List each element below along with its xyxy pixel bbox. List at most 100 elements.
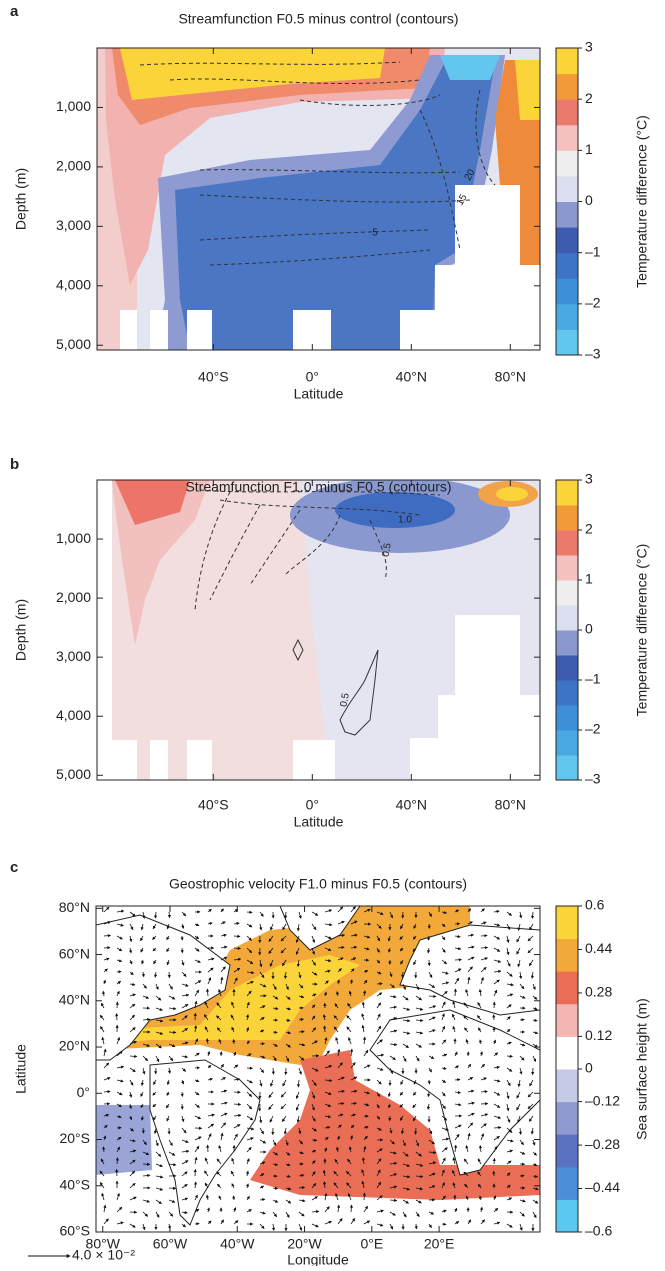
velocity-arrow bbox=[364, 1193, 365, 1200]
colorbar-tick-label: –2 bbox=[585, 295, 601, 311]
colorbar-band bbox=[556, 329, 578, 355]
x-axis-label: Latitude bbox=[294, 814, 344, 830]
x-axis-label: Longitude bbox=[287, 1252, 349, 1266]
colorbar-band bbox=[556, 99, 578, 125]
y-tick-label: 3,000 bbox=[56, 648, 91, 664]
y-tick-label: 4,000 bbox=[56, 276, 91, 292]
colorbar-tick-label: –1 bbox=[585, 671, 601, 687]
topography bbox=[120, 310, 137, 350]
y-tick-label: 3,000 bbox=[56, 217, 91, 233]
colorbar-tick-label: 1 bbox=[585, 571, 593, 587]
colorbar-label: Temperature difference (°C) bbox=[634, 115, 650, 288]
chart-title: Streamfunction F0.5 minus control (conto… bbox=[178, 11, 458, 27]
colorbar-band bbox=[556, 253, 578, 279]
colorbar-tick-label: 1 bbox=[585, 141, 593, 157]
velocity-arrow bbox=[195, 1223, 199, 1224]
colorbar-tick-label: 2 bbox=[585, 90, 593, 106]
colorbar-band bbox=[556, 655, 578, 681]
colorbar-tick-label: –1 bbox=[585, 243, 601, 259]
y-tick-label: 1,000 bbox=[56, 530, 91, 546]
panel-label: b bbox=[10, 456, 19, 473]
colorbar-tick-label: 0 bbox=[585, 192, 593, 208]
velocity-arrow bbox=[402, 972, 403, 977]
y-axis-label: Latitude bbox=[13, 1044, 29, 1094]
colorbar-tick-label: –3 bbox=[585, 771, 601, 787]
contour-label: 5 bbox=[372, 228, 378, 239]
x-tick-label: 20°W bbox=[287, 1236, 322, 1252]
colorbar-tick-label: 2 bbox=[585, 521, 593, 537]
velocity-arrow bbox=[507, 1056, 512, 1057]
topography bbox=[293, 740, 335, 780]
colorbar-tick-label: 0.44 bbox=[585, 940, 612, 956]
colorbar-band bbox=[556, 906, 578, 939]
velocity-arrow bbox=[117, 971, 121, 972]
x-axis-label: Latitude bbox=[294, 386, 344, 402]
velocity-arrow bbox=[429, 996, 436, 997]
x-tick-label: 80°N bbox=[495, 369, 526, 385]
colorbar-band bbox=[556, 630, 578, 656]
colorbar-band bbox=[556, 480, 578, 506]
velocity-arrow bbox=[104, 935, 110, 936]
velocity-arrow bbox=[455, 1079, 460, 1080]
plot-field bbox=[97, 48, 540, 350]
velocity-arrow bbox=[260, 1043, 264, 1044]
panel-label: c bbox=[10, 859, 18, 876]
panel-label: a bbox=[10, 3, 19, 20]
colorbar-band bbox=[556, 150, 578, 176]
colorbar-band bbox=[556, 176, 578, 202]
topography bbox=[150, 310, 168, 350]
colorbar-band bbox=[556, 680, 578, 706]
colorbar-band bbox=[556, 1199, 578, 1232]
colorbar-tick-label: –0.28 bbox=[585, 1136, 620, 1152]
colorbar-label: Sea surface height (m) bbox=[634, 998, 650, 1140]
colorbar-band bbox=[556, 939, 578, 972]
y-tick-label: 20°S bbox=[59, 1130, 90, 1146]
velocity-arrow bbox=[494, 1158, 495, 1164]
colorbar-tick-label: –0.12 bbox=[585, 1092, 620, 1108]
velocity-arrow bbox=[169, 1032, 176, 1033]
colorbar-band bbox=[556, 505, 578, 531]
colorbar-band bbox=[556, 555, 578, 581]
y-tick-label: 40°S bbox=[59, 1176, 90, 1192]
y-axis-label: Depth (m) bbox=[13, 599, 29, 661]
colorbar-tick-label: 0.28 bbox=[585, 984, 612, 1000]
y-tick-label: 40°N bbox=[59, 991, 90, 1007]
y-tick-label: 60°N bbox=[59, 945, 90, 961]
y-tick-label: 0° bbox=[77, 1084, 90, 1100]
velocity-arrow bbox=[377, 983, 382, 984]
colorbar-tick-label: 0.12 bbox=[585, 1027, 612, 1043]
plot-field bbox=[112, 477, 540, 780]
colorbar-band bbox=[556, 1102, 578, 1135]
y-tick-label: 2,000 bbox=[56, 589, 91, 605]
colorbar-tick-label: –3 bbox=[585, 346, 601, 362]
colorbar-band bbox=[556, 1004, 578, 1037]
y-axis-label: Depth (m) bbox=[13, 168, 29, 230]
colorbar-band bbox=[556, 1069, 578, 1102]
velocity-arrow bbox=[481, 935, 487, 936]
velocity-arrow bbox=[299, 1031, 304, 1032]
velocity-arrow bbox=[247, 912, 252, 913]
colorbar-tick-label: 0 bbox=[585, 621, 593, 637]
field-cold bbox=[335, 492, 455, 528]
velocity-arrow bbox=[234, 948, 240, 949]
colorbar-band bbox=[556, 125, 578, 151]
topography bbox=[187, 740, 212, 780]
x-tick-label: 60°W bbox=[153, 1236, 188, 1252]
topography bbox=[112, 740, 137, 780]
colorbar-tick-label: –0.44 bbox=[585, 1179, 620, 1195]
x-tick-label: 80°N bbox=[495, 797, 526, 813]
velocity-arrow bbox=[285, 912, 286, 918]
reference-label: 4.0 × 10⁻² bbox=[72, 1247, 135, 1263]
y-tick-label: 2,000 bbox=[56, 158, 91, 174]
y-tick-label: 80°N bbox=[59, 899, 90, 915]
colorbar-band bbox=[556, 202, 578, 228]
y-tick-label: 20°N bbox=[59, 1038, 90, 1054]
colorbar-tick-label: –0.6 bbox=[585, 1223, 612, 1239]
colorbar-band bbox=[556, 304, 578, 330]
x-tick-label: 0° bbox=[306, 369, 319, 385]
x-tick-label: 40°S bbox=[198, 369, 229, 385]
colorbar-tick-label: 3 bbox=[585, 39, 593, 55]
topography bbox=[150, 740, 168, 780]
field-hot-right bbox=[496, 487, 528, 501]
x-tick-label: 40°S bbox=[198, 797, 229, 813]
